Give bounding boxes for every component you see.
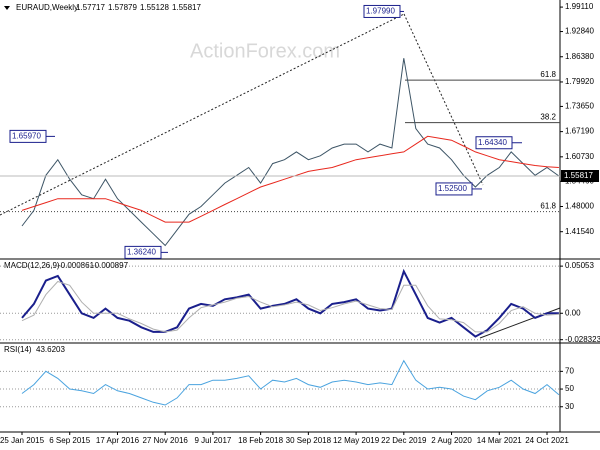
x-tick-label: 27 Nov 2016	[142, 436, 188, 445]
y-tick-label: 0.05053	[565, 261, 594, 270]
fib-label: 61.8	[540, 202, 556, 211]
ohlc-value: 1.55128	[140, 3, 169, 12]
watermark: ActionForex.com	[190, 40, 340, 62]
annotation-label: 1.97990	[366, 7, 395, 16]
price-tag-label: 1.55817	[564, 171, 593, 180]
y-tick-label: 50	[565, 384, 574, 393]
y-tick-label: 1.92840	[565, 27, 594, 36]
series-line	[21, 359, 560, 406]
trend-line	[0, 13, 405, 216]
y-tick-label: 1.41540	[565, 227, 594, 236]
rsi-reading: 43.6203	[36, 345, 65, 354]
fib-label: 38.2	[540, 113, 556, 122]
x-tick-label: 25 Jan 2015	[0, 436, 45, 445]
y-tick-label: 30	[565, 402, 574, 411]
y-tick-label: 1.48000	[565, 202, 594, 211]
y-tick-label: 1.73650	[565, 102, 594, 111]
annotation-label: 1.64340	[478, 138, 507, 147]
annotation-box	[475, 136, 513, 150]
x-tick-label: 30 Sep 2018	[286, 436, 332, 445]
series-line	[21, 280, 559, 333]
x-tick-label: 22 Dec 2019	[381, 436, 427, 445]
annotation-box	[435, 182, 473, 196]
chart-title: EURAUD,Weekly	[16, 3, 78, 12]
price-tag	[561, 169, 599, 182]
x-tick-label: 12 May 2019	[333, 436, 380, 445]
fib-label: 61.8	[540, 70, 556, 79]
series-line	[21, 58, 560, 247]
macd-reading: -0.000861	[58, 261, 95, 270]
y-tick-label: 1.79920	[565, 77, 594, 86]
ohlc-value: 1.57879	[108, 3, 137, 12]
y-tick-label: -0.028323	[565, 335, 600, 344]
x-tick-label: 6 Sep 2015	[49, 436, 90, 445]
x-tick-label: 17 Apr 2016	[96, 436, 140, 445]
y-tick-label: 1.86380	[565, 52, 594, 61]
annotation-box	[363, 4, 401, 18]
series-line	[21, 135, 559, 223]
y-tick-label: 1.99110	[565, 2, 594, 11]
rsi-title: RSI(14)	[4, 345, 32, 354]
menu-arrow	[4, 6, 10, 10]
x-tick-label: 2 Aug 2020	[431, 436, 472, 445]
x-tick-label: 24 Oct 2021	[525, 436, 569, 445]
ohlc-value: 1.55817	[172, 3, 201, 12]
macd-reading: -0.000897	[92, 261, 129, 270]
annotation-box	[124, 245, 162, 259]
trend-line	[403, 13, 484, 186]
macd-title: MACD(12,26,9)	[4, 261, 60, 270]
annotation-label: 1.52500	[438, 184, 467, 193]
y-tick-label: 70	[565, 366, 574, 375]
y-tick-label: 1.60730	[565, 152, 594, 161]
annotation-label: 1.65970	[12, 131, 41, 140]
annotation-label: 1.36240	[127, 247, 156, 256]
y-tick-label: 0.00	[565, 308, 581, 317]
x-tick-label: 18 Feb 2018	[238, 436, 283, 445]
y-tick-label: 1.67190	[565, 127, 594, 136]
annotation-box	[9, 129, 47, 143]
ohlc-value: 1.57717	[76, 3, 105, 12]
x-tick-label: 9 Jul 2017	[194, 436, 231, 445]
x-tick-label: 14 Mar 2021	[477, 436, 522, 445]
